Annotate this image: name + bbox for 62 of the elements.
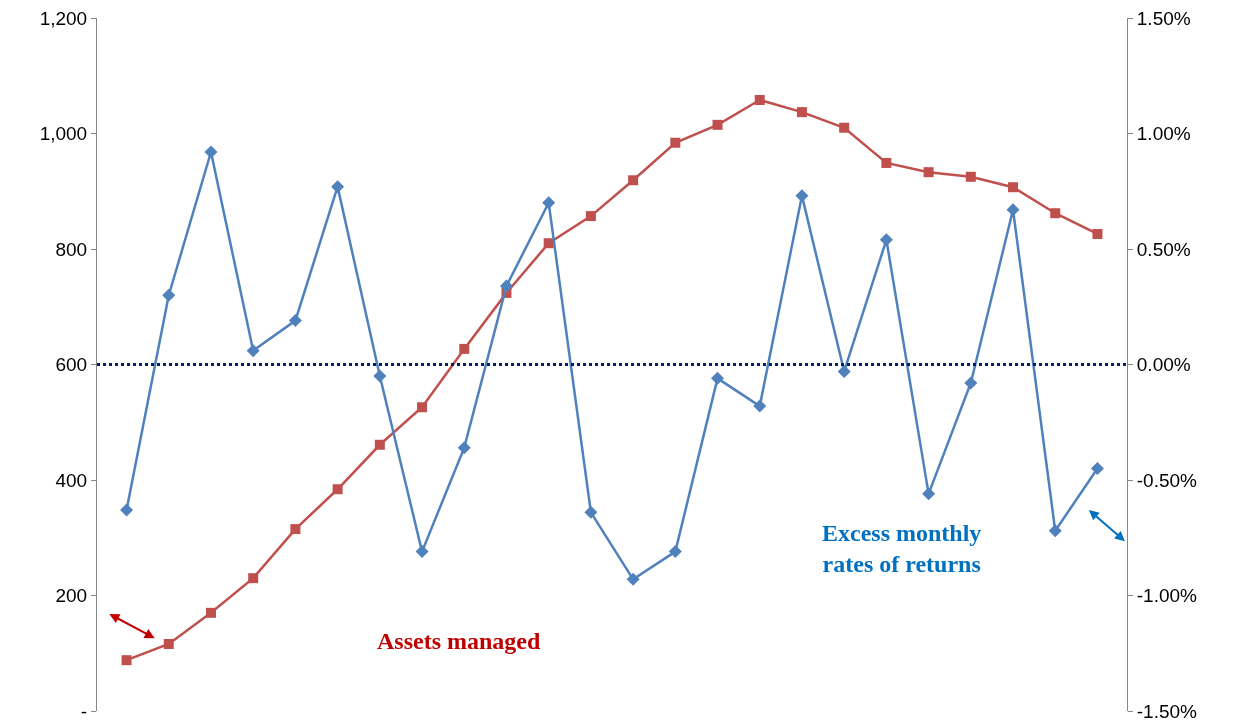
point	[922, 487, 936, 501]
point	[585, 211, 596, 222]
y-tick-label: 1,000	[39, 123, 88, 145]
point	[373, 369, 387, 383]
point	[670, 137, 681, 148]
y2-tick-label: 1.00%	[1136, 123, 1191, 145]
point	[1006, 203, 1020, 217]
point	[965, 171, 976, 182]
point	[542, 196, 556, 210]
y-tick-label: 400	[55, 469, 88, 491]
point	[754, 95, 765, 106]
y-tick-label: 600	[55, 354, 88, 376]
point	[288, 314, 302, 328]
point	[374, 439, 385, 450]
point	[499, 279, 513, 293]
point	[1050, 208, 1061, 219]
point	[417, 402, 428, 413]
point	[332, 484, 343, 495]
point	[795, 189, 809, 203]
point	[246, 344, 260, 358]
point	[163, 639, 174, 650]
y2-tick-label: -1.00%	[1136, 585, 1198, 607]
point	[121, 655, 132, 666]
y-tick-label: 800	[55, 238, 88, 260]
point	[712, 119, 723, 130]
point	[964, 376, 978, 390]
point	[1008, 182, 1019, 193]
point	[839, 122, 850, 133]
point	[628, 175, 639, 186]
point	[753, 399, 767, 413]
point	[290, 524, 301, 535]
point	[248, 573, 259, 584]
point	[796, 107, 807, 118]
y-tick-label: -	[80, 700, 88, 722]
point	[457, 441, 471, 455]
point	[923, 167, 934, 178]
point	[837, 364, 851, 378]
y2-tick-label: 0.00%	[1136, 354, 1191, 376]
y2-tick-label: -1.50%	[1136, 700, 1198, 722]
y-tick-label: 200	[55, 585, 88, 607]
point	[881, 157, 892, 168]
point	[205, 607, 216, 618]
point	[879, 233, 893, 247]
point	[331, 180, 345, 194]
point	[1048, 524, 1062, 538]
point	[459, 343, 470, 354]
point	[162, 288, 176, 302]
y2-tick-label: 0.50%	[1136, 238, 1191, 260]
point	[120, 503, 134, 517]
y2-tick-label: 1.50%	[1136, 7, 1191, 29]
y-tick-label: 1,200	[39, 7, 88, 29]
annotation: Excess monthly rates of returns	[822, 520, 982, 578]
annotation: Assets managed	[377, 628, 541, 654]
y2-tick-label: -0.50%	[1136, 469, 1198, 491]
point	[204, 145, 218, 159]
point	[1092, 228, 1103, 239]
point	[584, 505, 598, 519]
point	[415, 545, 429, 559]
point	[711, 371, 725, 385]
point	[1090, 461, 1104, 475]
point	[668, 545, 682, 559]
point	[626, 572, 640, 586]
